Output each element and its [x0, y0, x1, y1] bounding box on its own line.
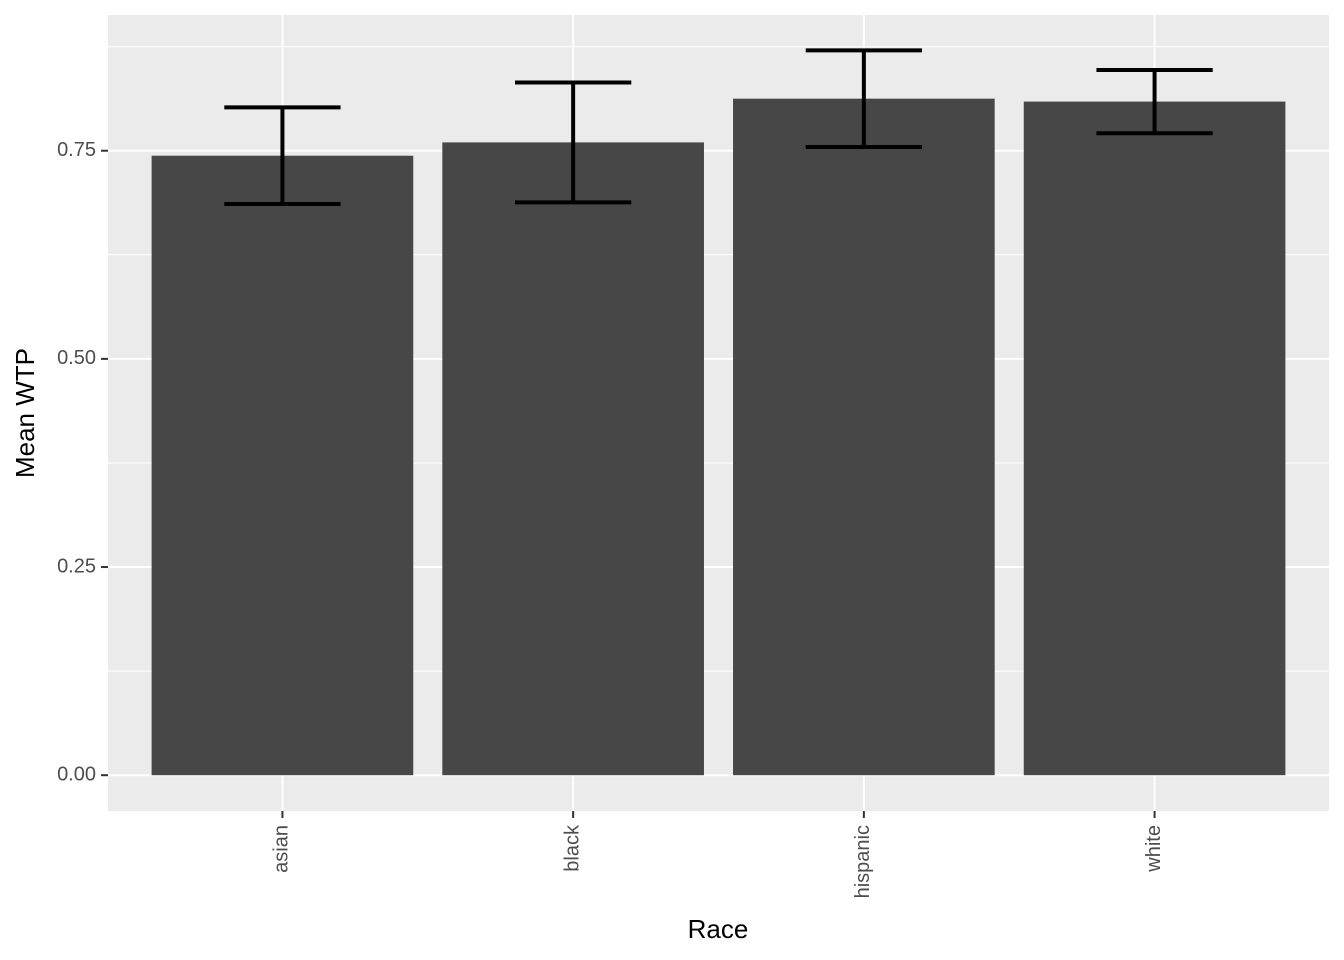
y-axis-title: Mean WTP: [10, 348, 40, 478]
x-tick-label: white: [1143, 825, 1165, 873]
bar: [1023, 101, 1286, 776]
y-tick-label: 0.25: [57, 555, 96, 577]
x-tick-label: black: [561, 824, 583, 872]
error-bar: [805, 48, 922, 149]
x-axis-title: Race: [688, 914, 749, 944]
error-bar: [224, 105, 341, 207]
y-tick-label: 0.75: [57, 139, 96, 161]
error-bar: [515, 80, 632, 205]
y-tick-label: 0.50: [57, 347, 96, 369]
y-tick-label: 0.00: [57, 763, 96, 785]
x-tick-label: asian: [271, 825, 293, 873]
error-bar: [1096, 67, 1213, 136]
bar: [442, 142, 704, 776]
bar: [151, 155, 414, 776]
x-tick-label: hispanic: [852, 825, 874, 898]
bar: [733, 98, 995, 776]
